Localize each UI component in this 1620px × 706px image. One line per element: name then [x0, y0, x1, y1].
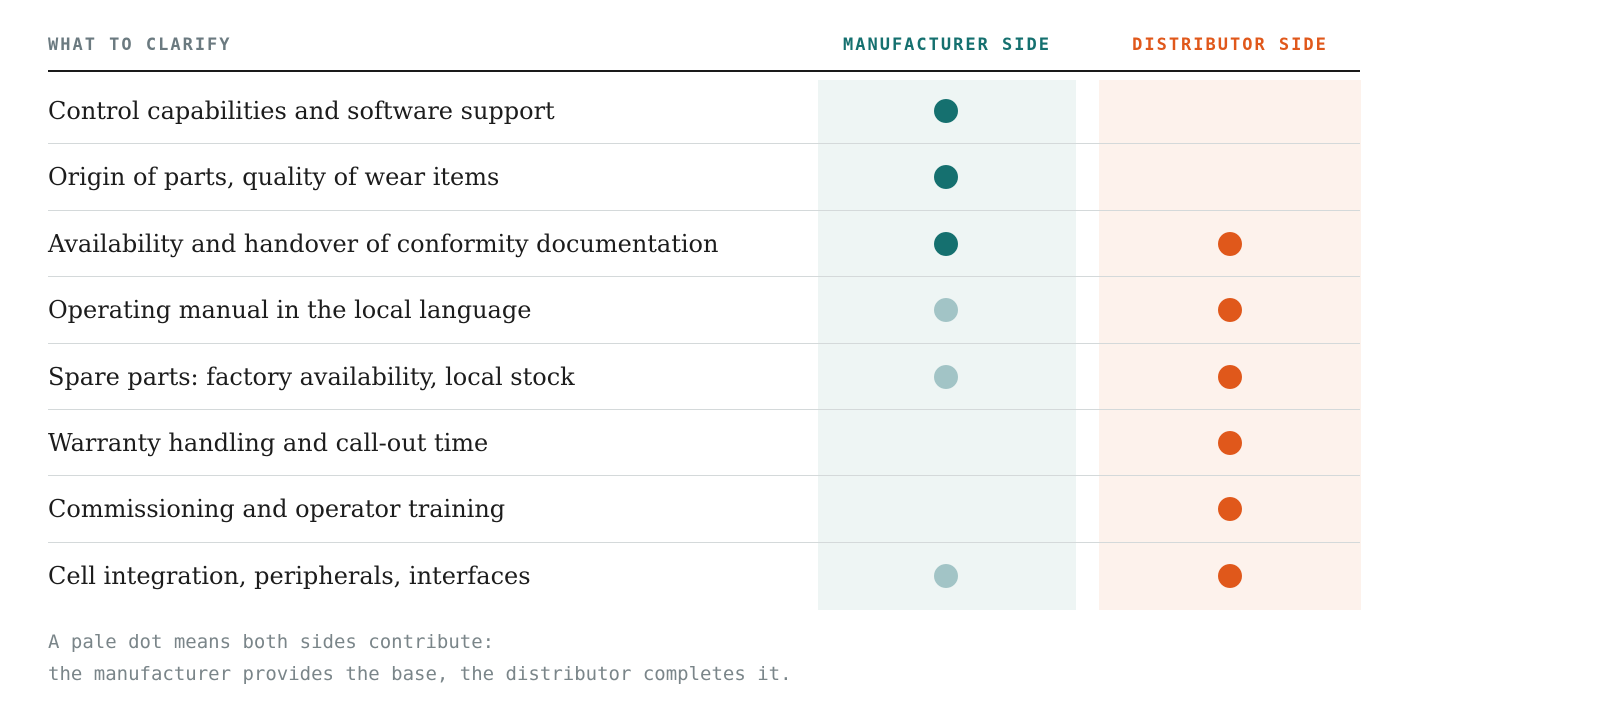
row-topic: Commissioning and operator training	[48, 495, 506, 524]
table-row: Origin of parts, quality of wear items	[48, 144, 1360, 211]
table-row: Commissioning and operator training	[48, 476, 1360, 543]
manufacturer-dot-icon	[934, 231, 958, 256]
row-topic: Spare parts: factory availability, local…	[48, 362, 575, 391]
distributor-dot-icon	[1218, 430, 1242, 455]
table-body: Control capabilities and software suppor…	[48, 78, 1360, 609]
header-what-to-clarify: WHAT TO CLARIFY	[48, 35, 232, 55]
distributor-dot-icon	[1218, 364, 1242, 389]
manufacturer-dot-icon	[934, 563, 958, 588]
row-topic: Operating manual in the local language	[48, 296, 532, 325]
table-row: Cell integration, peripherals, interface…	[48, 543, 1360, 609]
distributor-dot-icon	[1218, 497, 1242, 522]
distributor-dot-icon	[1218, 231, 1242, 256]
responsibility-table: WHAT TO CLARIFY MANUFACTURER SIDE DISTRI…	[48, 0, 1360, 72]
table-row: Operating manual in the local language	[48, 277, 1360, 344]
distributor-dot-icon	[1218, 563, 1242, 588]
distributor-dot-icon	[1218, 298, 1242, 323]
header-distributor-side: DISTRIBUTOR SIDE	[1132, 35, 1328, 55]
footnote: A pale dot means both sides contribute: …	[48, 626, 792, 690]
table-row: Control capabilities and software suppor…	[48, 78, 1360, 145]
row-topic: Cell integration, peripherals, interface…	[48, 561, 531, 590]
table-row: Warranty handling and call-out time	[48, 410, 1360, 477]
manufacturer-dot-icon	[934, 99, 958, 123]
row-topic: Origin of parts, quality of wear items	[48, 163, 500, 192]
manufacturer-dot-icon	[934, 165, 958, 190]
row-topic: Warranty handling and call-out time	[48, 428, 489, 457]
footnote-line-2: the manufacturer provides the base, the …	[48, 663, 792, 685]
table-row: Availability and handover of conformity …	[48, 211, 1360, 278]
footnote-line-1: A pale dot means both sides contribute:	[48, 631, 495, 653]
header-manufacturer-side: MANUFACTURER SIDE	[843, 35, 1051, 55]
table-row: Spare parts: factory availability, local…	[48, 344, 1360, 410]
distributor-column-background	[1099, 80, 1361, 610]
manufacturer-dot-icon	[934, 298, 958, 323]
manufacturer-dot-icon	[934, 364, 958, 389]
row-topic: Availability and handover of conformity …	[48, 229, 719, 258]
table-header: WHAT TO CLARIFY MANUFACTURER SIDE DISTRI…	[48, 0, 1360, 72]
row-topic: Control capabilities and software suppor…	[48, 97, 555, 125]
